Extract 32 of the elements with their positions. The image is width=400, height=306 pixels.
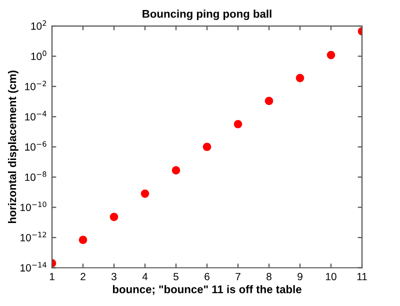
point [264,96,274,106]
point [234,120,242,128]
y-tick-label: 10$^{−12}$ [20,232,46,242]
x-tick-label: 8 [266,272,272,280]
y-tick-label: 10$^{−6}$ [25,141,46,151]
x-tick-label: 2 [80,272,86,280]
point [78,236,88,244]
y-tick-label: 10$^{−8}$ [25,171,46,181]
x-tick-label: 9 [298,272,302,280]
point [296,74,304,82]
point [140,190,150,198]
point [172,166,180,175]
point [110,212,118,222]
x-tick-label: 3 [112,272,116,280]
x-tick-label: 6 [204,272,210,280]
x-axis-title: bounce; "bounce" 11 is off the table [112,285,302,295]
point [202,142,212,152]
x-tick-label: 5 [174,272,178,280]
x-tick-label: 11 [357,272,367,280]
chart-title: Bouncing ping pong ball [142,10,272,20]
y-tick-label: 10$^{2}$ [31,20,46,30]
x-tick-label: 4 [142,272,148,280]
x-tick-label: 10 [326,272,336,280]
y-axis-title: horizontal displacement (cm) [8,70,18,223]
y-tick-label: 10$^{−2}$ [25,80,46,90]
point [326,50,336,60]
y-tick-label: 10$^{0}$ [31,50,46,60]
y-tick-label: 10$^{−10}$ [20,202,46,212]
y-tick-label: 10$^{−14}$ [20,262,46,272]
x-tick-label: 7 [236,272,240,280]
x-tick-label: 1 [50,272,54,280]
y-tick-label: 10$^{−4}$ [25,111,46,120]
